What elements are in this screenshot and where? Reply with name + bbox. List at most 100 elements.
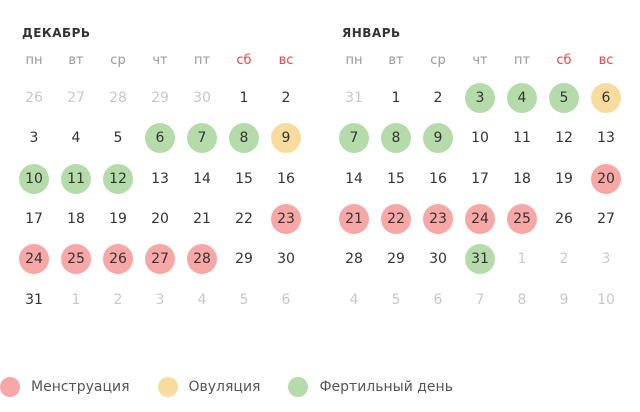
- day-cell[interactable]: 15: [375, 159, 417, 199]
- day-number: 2: [559, 251, 569, 268]
- day-cell[interactable]: 26: [13, 78, 55, 118]
- day-cell[interactable]: 2: [543, 239, 585, 279]
- day-cell[interactable]: 2: [97, 279, 139, 319]
- day-cell[interactable]: 10: [459, 118, 501, 158]
- day-cell[interactable]: 4: [501, 78, 543, 118]
- day-cell[interactable]: 10: [585, 279, 627, 319]
- day-cell[interactable]: 12: [543, 118, 585, 158]
- day-cell[interactable]: 3: [13, 118, 55, 158]
- day-cell[interactable]: 16: [265, 159, 307, 199]
- day-cell[interactable]: 5: [223, 279, 265, 319]
- day-number: 3: [155, 291, 165, 308]
- day-cell[interactable]: 28: [181, 239, 223, 279]
- day-cell[interactable]: 19: [543, 159, 585, 199]
- day-cell[interactable]: 13: [585, 118, 627, 158]
- day-number: 29: [235, 251, 253, 268]
- day-cell[interactable]: 23: [265, 199, 307, 239]
- day-number: 10: [471, 130, 489, 147]
- day-cell[interactable]: 1: [223, 78, 265, 118]
- day-cell[interactable]: 9: [417, 118, 459, 158]
- calendar-grid: пн вт ср чт пт сб вс 31 1 2 3 4 5 6 7 8 9 10 11 12 13 14 15 16 1…: [333, 44, 633, 320]
- day-cell[interactable]: 6: [265, 279, 307, 319]
- day-cell[interactable]: 19: [97, 199, 139, 239]
- day-cell[interactable]: 22: [223, 199, 265, 239]
- day-number: 2: [113, 291, 123, 308]
- day-cell[interactable]: 2: [265, 78, 307, 118]
- day-number: 6: [591, 83, 621, 114]
- day-cell[interactable]: 20: [139, 199, 181, 239]
- day-cell[interactable]: 5: [97, 118, 139, 158]
- day-cell[interactable]: 3: [139, 279, 181, 319]
- day-cell[interactable]: 6: [139, 118, 181, 158]
- day-number: 4: [71, 130, 81, 147]
- day-cell[interactable]: 1: [55, 279, 97, 319]
- day-cell[interactable]: 22: [375, 199, 417, 239]
- day-cell[interactable]: 5: [543, 78, 585, 118]
- day-cell[interactable]: 28: [333, 239, 375, 279]
- day-cell[interactable]: 27: [585, 199, 627, 239]
- day-cell[interactable]: 6: [417, 279, 459, 319]
- month-january: ЯНВАРЬ пн вт ср чт пт сб вс 31 1 2 3 4 5 6 7 8 9 10 11 12 13…: [333, 22, 633, 320]
- day-cell[interactable]: 26: [97, 239, 139, 279]
- day-cell[interactable]: 20: [585, 159, 627, 199]
- day-number: 1: [71, 291, 81, 308]
- day-cell[interactable]: 18: [501, 159, 543, 199]
- day-cell[interactable]: 6: [585, 78, 627, 118]
- day-cell[interactable]: 31: [333, 78, 375, 118]
- day-cell[interactable]: 14: [181, 159, 223, 199]
- day-cell[interactable]: 3: [585, 239, 627, 279]
- legend-dot-icon: [0, 377, 20, 397]
- weekday-header: пт: [193, 53, 211, 68]
- day-cell[interactable]: 27: [139, 239, 181, 279]
- day-cell[interactable]: 29: [139, 78, 181, 118]
- day-cell[interactable]: 2: [417, 78, 459, 118]
- day-cell[interactable]: 9: [543, 279, 585, 319]
- day-cell[interactable]: 1: [501, 239, 543, 279]
- day-cell[interactable]: 23: [417, 199, 459, 239]
- day-cell[interactable]: 8: [501, 279, 543, 319]
- day-cell[interactable]: 14: [333, 159, 375, 199]
- day-cell[interactable]: 24: [459, 199, 501, 239]
- day-number: 28: [187, 244, 217, 275]
- day-cell[interactable]: 30: [417, 239, 459, 279]
- day-cell[interactable]: 10: [13, 159, 55, 199]
- day-cell[interactable]: 31: [459, 239, 501, 279]
- day-cell[interactable]: 16: [417, 159, 459, 199]
- day-number: 23: [423, 204, 453, 235]
- day-cell[interactable]: 17: [13, 199, 55, 239]
- day-cell[interactable]: 27: [55, 78, 97, 118]
- day-cell[interactable]: 18: [55, 199, 97, 239]
- day-cell[interactable]: 4: [181, 279, 223, 319]
- day-cell[interactable]: 4: [55, 118, 97, 158]
- day-cell[interactable]: 30: [181, 78, 223, 118]
- day-cell[interactable]: 3: [459, 78, 501, 118]
- day-cell[interactable]: 21: [181, 199, 223, 239]
- day-cell[interactable]: 29: [223, 239, 265, 279]
- day-cell[interactable]: 25: [55, 239, 97, 279]
- day-cell[interactable]: 12: [97, 159, 139, 199]
- day-cell[interactable]: 13: [139, 159, 181, 199]
- day-cell[interactable]: 11: [501, 118, 543, 158]
- day-cell[interactable]: 5: [375, 279, 417, 319]
- day-cell[interactable]: 24: [13, 239, 55, 279]
- day-cell[interactable]: 8: [375, 118, 417, 158]
- day-cell[interactable]: 8: [223, 118, 265, 158]
- day-cell[interactable]: 26: [543, 199, 585, 239]
- day-cell[interactable]: 25: [501, 199, 543, 239]
- day-cell[interactable]: 4: [333, 279, 375, 319]
- weekday-header: чт: [152, 53, 168, 68]
- day-cell[interactable]: 15: [223, 159, 265, 199]
- day-cell[interactable]: 31: [13, 279, 55, 319]
- day-cell[interactable]: 30: [265, 239, 307, 279]
- day-cell[interactable]: 9: [265, 118, 307, 158]
- day-cell[interactable]: 7: [459, 279, 501, 319]
- day-cell[interactable]: 29: [375, 239, 417, 279]
- day-cell[interactable]: 7: [181, 118, 223, 158]
- day-cell[interactable]: 11: [55, 159, 97, 199]
- day-cell[interactable]: 17: [459, 159, 501, 199]
- day-cell[interactable]: 28: [97, 78, 139, 118]
- day-cell[interactable]: 7: [333, 118, 375, 158]
- day-number: 6: [433, 291, 443, 308]
- day-cell[interactable]: 1: [375, 78, 417, 118]
- day-cell[interactable]: 21: [333, 199, 375, 239]
